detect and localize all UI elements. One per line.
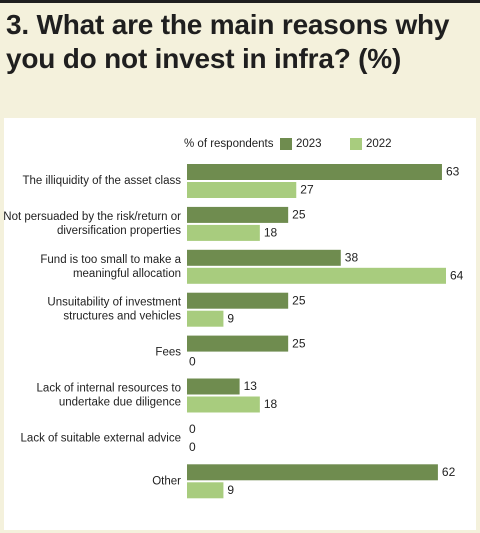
bar-2022-0: [187, 182, 297, 198]
data-label-2023-4: 25: [292, 336, 306, 350]
data-label-2022-3: 9: [227, 311, 234, 325]
data-label-2022-4: 0: [189, 354, 196, 368]
data-label-2023-3: 25: [292, 293, 306, 307]
category-label-5-line0: Lack of internal resources to: [37, 383, 181, 395]
data-label-2023-5: 13: [244, 379, 258, 393]
data-label-2022-0: 27: [300, 183, 314, 197]
data-label-2023-1: 25: [292, 208, 306, 222]
category-label-2-line1: meaningful allocation: [73, 268, 181, 280]
data-label-2022-5: 18: [264, 397, 278, 411]
bar-2023-1: [187, 206, 289, 223]
chart-title: 3. What are the main reasons why you do …: [6, 9, 450, 74]
data-label-2022-7: 9: [227, 483, 234, 497]
bar-2023-4: [187, 335, 289, 352]
category-label-1-line1: diversification properties: [57, 225, 181, 237]
bar-2023-7: [187, 464, 438, 481]
category-label-4: Fees: [155, 347, 181, 359]
data-label-2022-6: 0: [189, 440, 196, 454]
category-label-6: Lack of suitable external advice: [21, 432, 181, 444]
legend-label-2022: 2022: [366, 138, 392, 150]
data-label-2023-2: 38: [345, 250, 359, 264]
category-label-3-line1: structures and vehicles: [63, 311, 181, 323]
category-label-2-line0: Fund is too small to make a: [40, 254, 181, 266]
category-label-3-line0: Unsuitability of investment: [47, 297, 181, 309]
bar-2022-3: [187, 310, 224, 327]
data-label-2023-0: 63: [446, 165, 460, 179]
data-label-2023-6: 0: [189, 422, 196, 436]
data-label-2022-2: 64: [450, 268, 464, 282]
bar-2023-3: [187, 292, 289, 309]
legend-label-2023: 2023: [296, 138, 322, 150]
legend-swatch-2023: [280, 138, 292, 150]
bar-2022-5: [187, 396, 260, 413]
bar-2023-0: [187, 164, 442, 180]
bar-2022-7: [187, 482, 224, 499]
bar-2023-2: [187, 249, 341, 266]
category-label-5-line1: undertake due diligence: [59, 397, 181, 409]
category-label-1-line0: Not persuaded by the risk/return or: [3, 211, 181, 223]
category-label-7: Other: [152, 475, 181, 487]
legend-title: % of respondents: [184, 138, 274, 150]
data-label-2023-7: 62: [442, 465, 456, 479]
bar-2023-5: [187, 378, 240, 395]
bar-2022-2: [187, 267, 446, 284]
top-rule: [0, 0, 480, 3]
data-label-2022-1: 18: [264, 226, 278, 240]
bar-2022-1: [187, 224, 260, 241]
legend-swatch-2022: [350, 138, 362, 150]
category-label-0: The illiquidity of the asset class: [22, 175, 181, 187]
